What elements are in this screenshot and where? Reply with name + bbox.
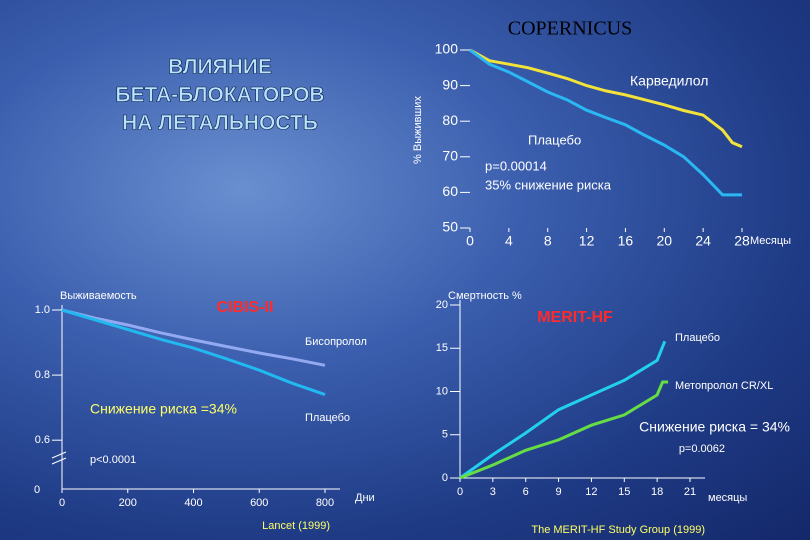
axis-break [51, 451, 67, 465]
x-axis-label: Дни [355, 492, 375, 504]
chart-title: COPERNICUS [508, 18, 632, 40]
x-tick-label: 8 [544, 233, 552, 249]
y-tick-label: 5 [442, 429, 448, 441]
y-tick-label: 15 [436, 342, 448, 354]
annotation: Снижение риска =34% [90, 401, 237, 417]
annotation: p<0.0001 [90, 454, 136, 466]
y-tick-label: 0.8 [35, 369, 50, 381]
series-label: Метопролол CR/XL [675, 380, 773, 392]
x-axis-label: Месяцы [750, 235, 791, 247]
series-label: Плацебо [528, 132, 581, 147]
x-tick-label: 18 [651, 486, 663, 498]
series-line [459, 380, 669, 480]
annotation: Снижение риска = 34% [639, 419, 790, 435]
y-tick-label: 70 [442, 148, 458, 164]
annotation: p=0.00014 [485, 158, 547, 173]
source: Lancet (1999) [262, 520, 330, 532]
y-tick-label: 60 [442, 183, 458, 199]
series-label: Карведилол [630, 73, 708, 89]
chart-title: CIBIS-II [217, 299, 274, 316]
x-tick-label: 28 [734, 233, 750, 249]
x-tick-label: 0 [457, 486, 463, 498]
x-tick-label: 16 [618, 233, 634, 249]
y-tick-label: 20 [436, 299, 448, 311]
y-tick-label: 100 [435, 41, 459, 57]
y-axis-label: % Выживших [412, 96, 424, 164]
y-tick-label: 90 [442, 76, 458, 92]
x-tick-label: 9 [556, 486, 562, 498]
series-line [469, 48, 743, 149]
series-line [469, 48, 742, 197]
x-axis-label: месяцы [708, 492, 747, 504]
x-tick-label: 800 [316, 497, 334, 509]
annotation: 35% снижение риска [485, 177, 612, 192]
x-tick-label: 0 [59, 497, 65, 509]
x-tick-label: 15 [618, 486, 630, 498]
y-tick-label: 80 [442, 112, 458, 128]
series-line [61, 308, 326, 367]
slide-title-line: БЕТА-БЛОКАТОРОВ [115, 84, 324, 107]
y-tick-label: 50 [442, 219, 458, 235]
x-tick-label: 3 [490, 486, 496, 498]
x-tick-label: 400 [184, 497, 202, 509]
series-label: Плацебо [305, 412, 350, 424]
chart-title: MERIT-HF [537, 309, 613, 326]
y-axis-label: Выживаемость [60, 290, 137, 302]
y-tick-label: 1.0 [35, 304, 50, 316]
source: The MERIT-HF Study Group (1999) [531, 524, 705, 536]
x-tick-label: 6 [523, 486, 529, 498]
x-tick-label: 0 [466, 233, 474, 249]
series-label: Бисопролол [305, 336, 367, 348]
series-line [459, 340, 667, 480]
x-tick-label: 200 [119, 497, 137, 509]
y-origin-label: 0 [34, 484, 40, 496]
y-tick-label: 10 [436, 385, 448, 397]
y-axis-label: Смертность % [448, 290, 522, 302]
y-tick-label: 0 [442, 472, 448, 484]
x-tick-label: 12 [585, 486, 597, 498]
x-tick-label: 12 [579, 233, 595, 249]
slide-title-line: ВЛИЯНИЕ [168, 56, 272, 79]
y-tick-label: 0.6 [35, 434, 50, 446]
x-tick-label: 21 [684, 486, 696, 498]
x-tick-label: 24 [695, 233, 711, 249]
x-tick-label: 4 [505, 233, 513, 249]
x-tick-label: 600 [250, 497, 268, 509]
x-tick-label: 20 [656, 233, 672, 249]
series-line [61, 308, 326, 397]
series-label: Плацебо [675, 332, 720, 344]
slide-title-line: НА ЛЕТАЛЬНОСТЬ [122, 112, 318, 135]
annotation: p=0.0062 [679, 443, 725, 455]
